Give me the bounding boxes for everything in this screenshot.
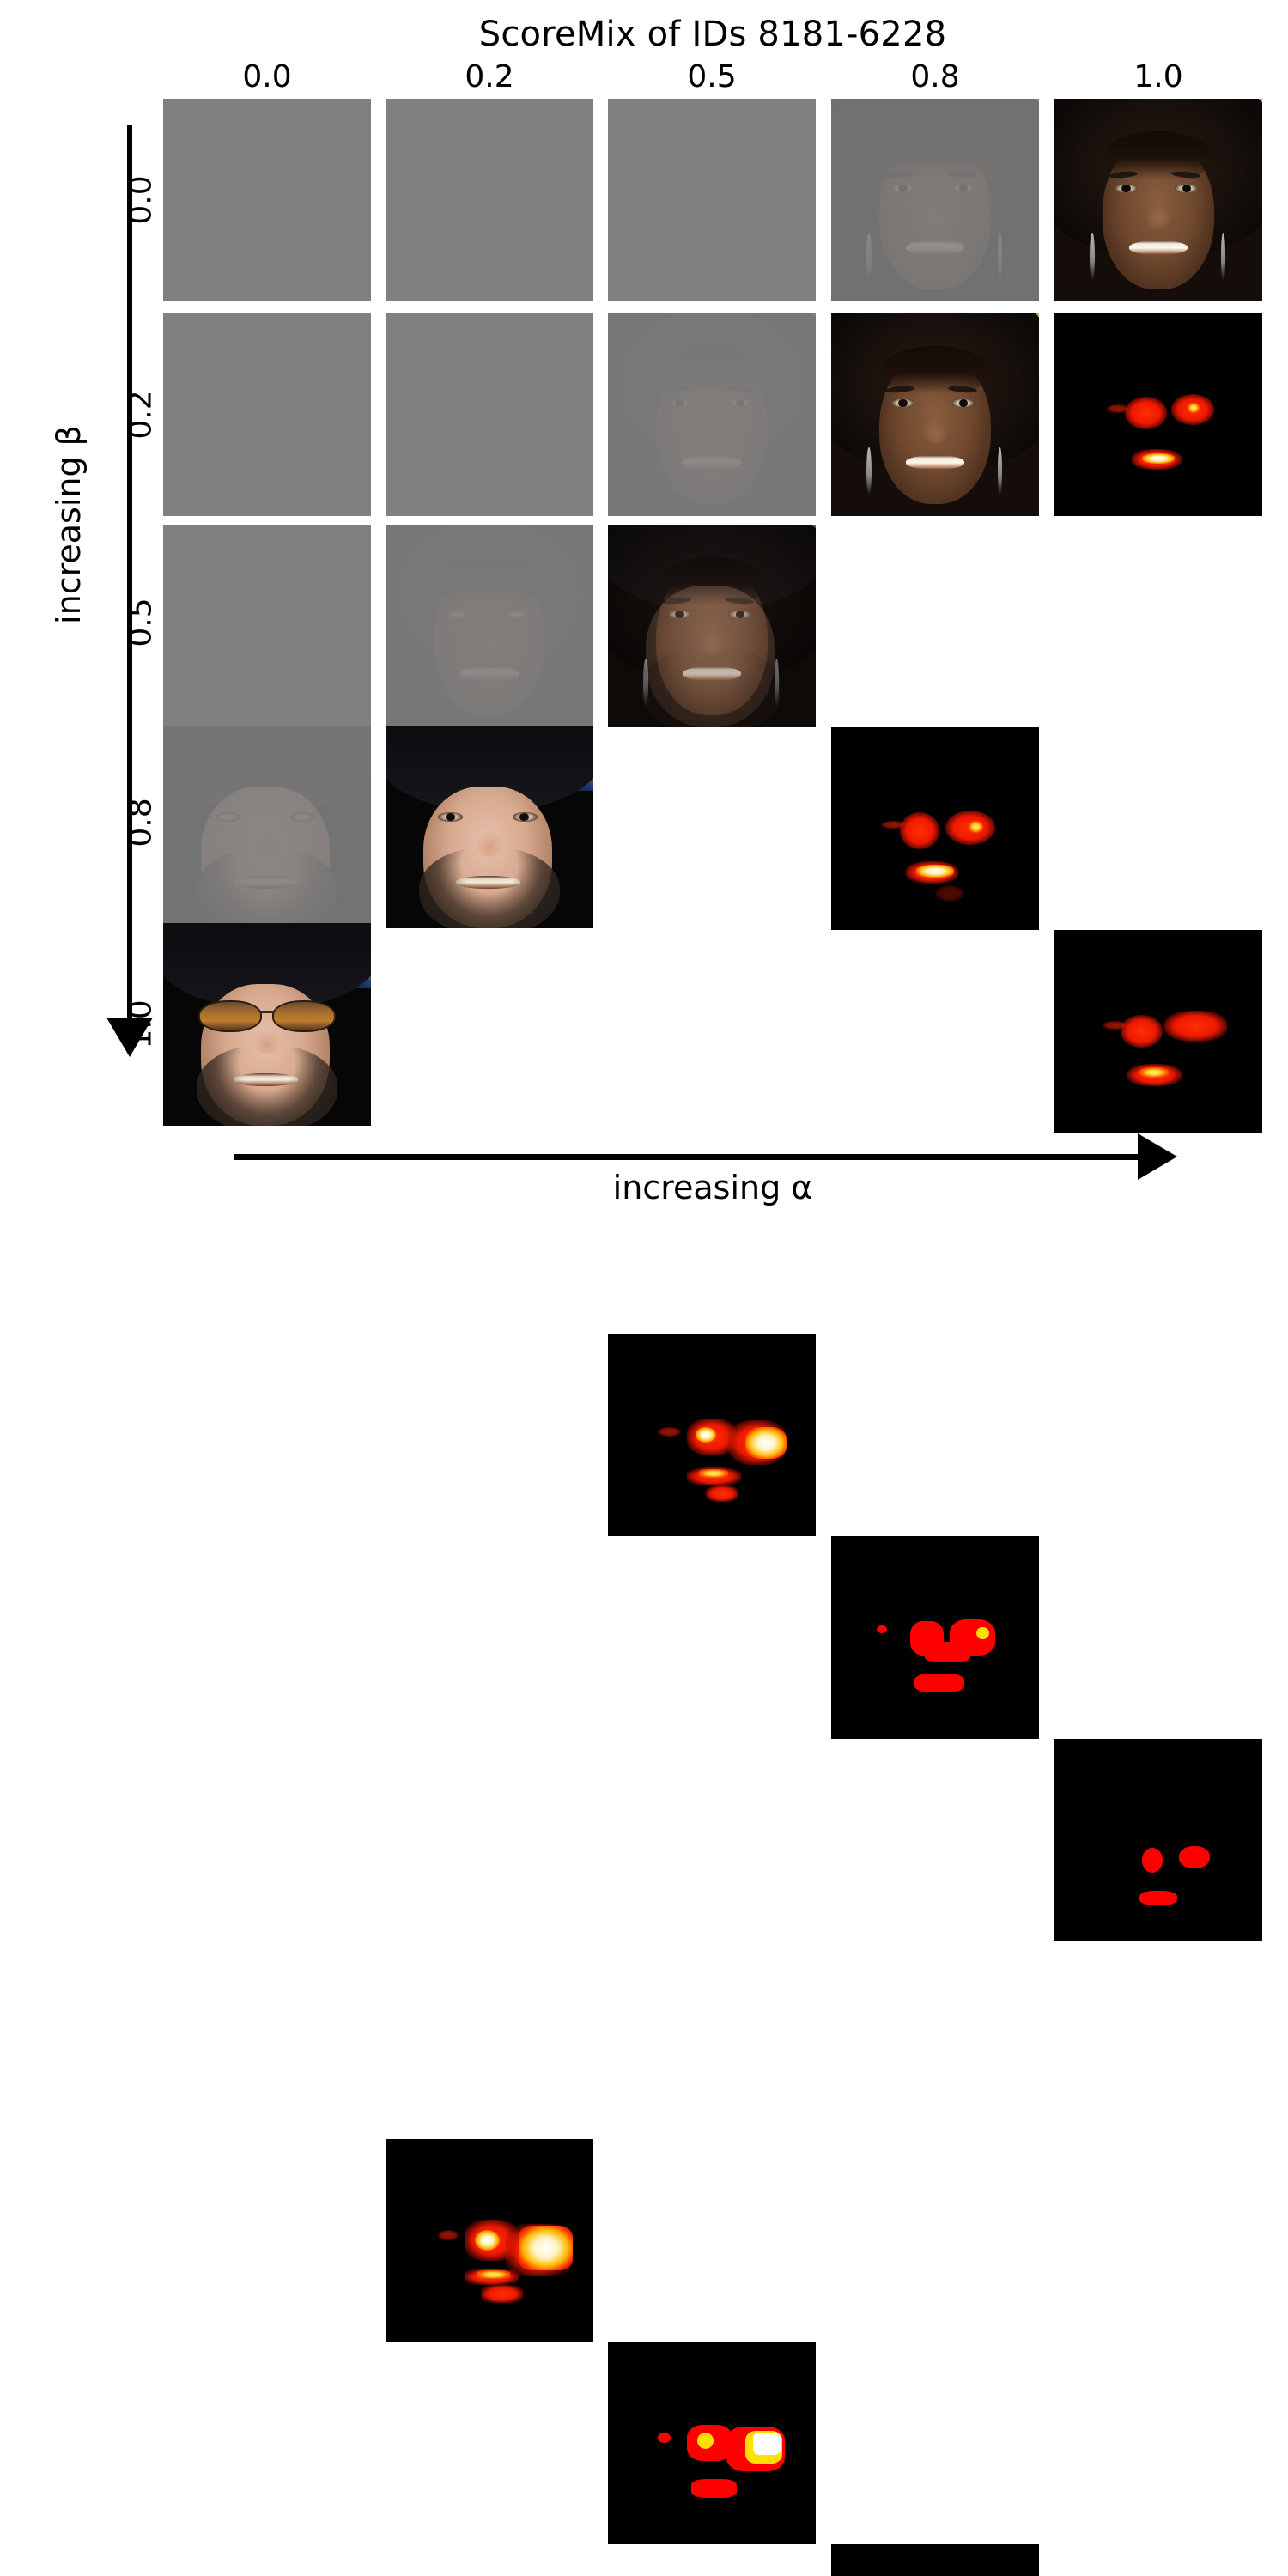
grid-cell-r0-c2[interactable] [608, 99, 816, 301]
grid-cell-r1-c3[interactable] [831, 313, 1039, 516]
grid-cell-r3-c1[interactable] [386, 726, 593, 928]
column-header-row: 0.0 0.2 0.5 0.8 1.0 [163, 60, 1262, 96]
beta-axis-arrow-head-icon [106, 1018, 153, 1057]
column-label-4: 1.0 [1133, 59, 1183, 94]
grid-cell-r3-c2[interactable] [608, 1334, 816, 1536]
grid-cell-r2-c3[interactable] [831, 727, 1039, 930]
saliency-heatmap [831, 1536, 1039, 1739]
grid-cell-r1-c1[interactable] [386, 313, 593, 516]
saliency-heatmap [1054, 930, 1262, 1133]
saliency-heatmap [386, 2139, 593, 2342]
alpha-axis-arrow-head-icon [1138, 1133, 1177, 1180]
grid-cell-r0-c4[interactable] [1054, 99, 1262, 301]
saliency-heatmap [1054, 1739, 1262, 1941]
page-title: ScoreMix of IDs 8181-6228 [478, 15, 947, 54]
grid-cell-r2-c1[interactable] [386, 525, 593, 727]
saliency-heatmap [831, 2544, 1039, 2576]
grid-cell-r0-c3[interactable] [831, 99, 1039, 301]
column-label-3: 0.8 [910, 59, 960, 94]
face-image-b-shades [163, 923, 371, 1126]
figure-root: ScoreMix of IDs 8181-6228 0.0 0.2 0.5 0.… [50, 15, 1262, 2576]
image-grid [163, 99, 1262, 2576]
face-image-blend [608, 525, 816, 727]
face-image-b-blend [608, 525, 816, 727]
saliency-heatmap [831, 727, 1039, 930]
grid-cell-r2-c2[interactable] [608, 525, 816, 727]
grid-cell-r3-c0[interactable] [163, 726, 371, 928]
grid-cell-r3-c3[interactable] [831, 1536, 1039, 1739]
grid-cell-r4-c2[interactable] [608, 2342, 816, 2544]
alpha-axis-arrow-line [234, 1154, 1148, 1160]
x-axis-label: increasing α [612, 1169, 813, 1206]
grid-cell-r1-c0[interactable] [163, 313, 371, 516]
column-label-2: 0.5 [687, 59, 737, 94]
saliency-heatmap [608, 2342, 816, 2544]
grid-cell-r4-c3[interactable] [831, 2544, 1039, 2576]
face-image-a [831, 313, 1039, 516]
grid-cell-r2-c0[interactable] [163, 525, 371, 727]
gray-veil-overlay [831, 99, 1039, 301]
grid-cell-r1-c2[interactable] [608, 313, 816, 516]
y-axis-label: increasing β [50, 425, 88, 624]
grid-cell-r0-c0[interactable] [163, 99, 371, 301]
gray-veil-overlay [163, 726, 371, 928]
column-label-1: 0.2 [465, 59, 514, 94]
face-image-a [1054, 99, 1262, 301]
grid-cell-r3-c4[interactable] [1054, 1739, 1262, 1941]
grid-cell-r4-c1[interactable] [386, 2139, 593, 2342]
saliency-heatmap [1054, 313, 1262, 516]
grid-cell-r0-c1[interactable] [386, 99, 593, 301]
beta-axis-arrow-line [127, 125, 132, 1030]
column-label-0: 0.0 [242, 59, 292, 94]
gray-veil-overlay [608, 313, 816, 516]
face-image-b [386, 726, 593, 928]
grid-cell-r1-c4[interactable] [1054, 313, 1262, 516]
grid-cell-r2-c4[interactable] [1054, 930, 1262, 1133]
grid-cell-r4-c0[interactable] [163, 923, 371, 1126]
saliency-heatmap [608, 1334, 816, 1536]
gray-veil-overlay [386, 525, 593, 727]
